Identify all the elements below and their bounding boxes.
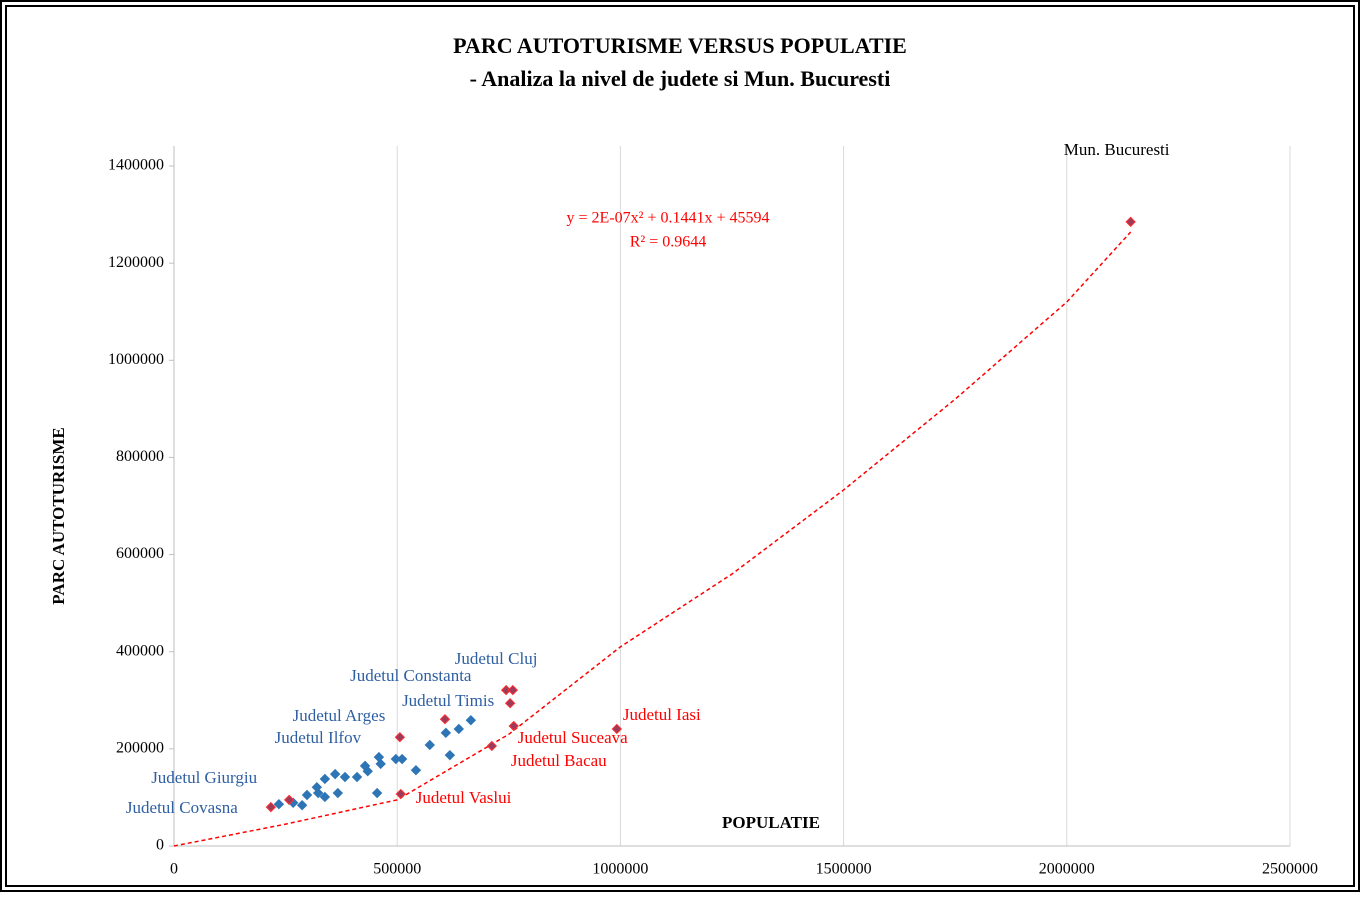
- chart-title: PARC AUTOTURISME VERSUS POPULATIE: [453, 33, 907, 58]
- point: [319, 773, 331, 785]
- x-tick-label: 2000000: [1039, 861, 1095, 878]
- y-tick-label: 600000: [116, 545, 164, 562]
- point: [301, 789, 313, 801]
- point: [465, 714, 477, 726]
- point-label: Judetul Bacau: [511, 751, 607, 770]
- point: [273, 799, 285, 810]
- point: [375, 758, 386, 770]
- point: [611, 723, 623, 735]
- x-tick-label: 500000: [373, 861, 421, 878]
- point-label: Mun. Bucuresti: [1064, 140, 1170, 159]
- point: [504, 697, 516, 709]
- point: [1125, 216, 1136, 228]
- point: [265, 801, 277, 813]
- point: [371, 787, 383, 799]
- y-tick-label: 400000: [116, 642, 164, 659]
- point-label: Judetul Cluj: [455, 649, 538, 668]
- y-tick-label: 1400000: [108, 157, 164, 174]
- point: [312, 787, 324, 799]
- y-tick-label: 1200000: [108, 254, 164, 271]
- inner-frame: [5, 5, 1355, 887]
- point: [439, 714, 451, 725]
- point: [424, 739, 435, 751]
- x-tick-label: 2500000: [1262, 861, 1318, 878]
- point-label: Judetul Arges: [293, 706, 386, 725]
- trendline: [173, 231, 1132, 847]
- chart-subtitle: - Analiza la nivel de judete si Mun. Buc…: [470, 66, 891, 91]
- point: [486, 740, 498, 752]
- point-label: Judetul Giurgiu: [151, 768, 257, 787]
- y-tick-label: 800000: [116, 448, 164, 465]
- point: [329, 768, 341, 780]
- y-axis-label: PARC AUTOTURISME: [49, 427, 68, 604]
- trendline-equation: y = 2E-07x² + 0.1441x + 45594: [567, 210, 770, 227]
- point: [396, 753, 408, 765]
- point: [283, 794, 295, 806]
- point: [296, 799, 308, 811]
- point: [508, 720, 519, 732]
- point-label: Judetul Ilfov: [275, 728, 362, 747]
- trendline-r2: R² = 0.9644: [630, 234, 707, 251]
- point-label: Judetul Vaslui: [416, 788, 512, 807]
- x-tick-label: 0: [170, 861, 178, 878]
- point-label: Judetul Constanta: [350, 666, 472, 685]
- point-label: Judetul Timis: [402, 691, 494, 710]
- point-label: Judetul Covasna: [126, 798, 238, 817]
- y-tick-label: 1000000: [108, 351, 164, 368]
- point-label: Judetul Suceava: [518, 728, 628, 747]
- point: [453, 723, 465, 735]
- point: [444, 749, 456, 761]
- point: [332, 787, 344, 799]
- point: [507, 684, 519, 696]
- point-label: Judetul Iasi: [623, 705, 701, 724]
- point: [395, 788, 406, 800]
- point: [319, 791, 331, 803]
- y-tick-label: 0: [156, 837, 164, 854]
- x-tick-label: 1000000: [592, 861, 648, 878]
- x-axis-label: POPULATIE: [722, 813, 820, 832]
- point: [410, 765, 422, 776]
- y-tick-label: 200000: [116, 740, 164, 757]
- point: [339, 771, 351, 783]
- point: [440, 727, 452, 739]
- point: [394, 731, 406, 743]
- point: [362, 765, 373, 777]
- point: [351, 771, 363, 783]
- x-tick-label: 1500000: [816, 861, 872, 878]
